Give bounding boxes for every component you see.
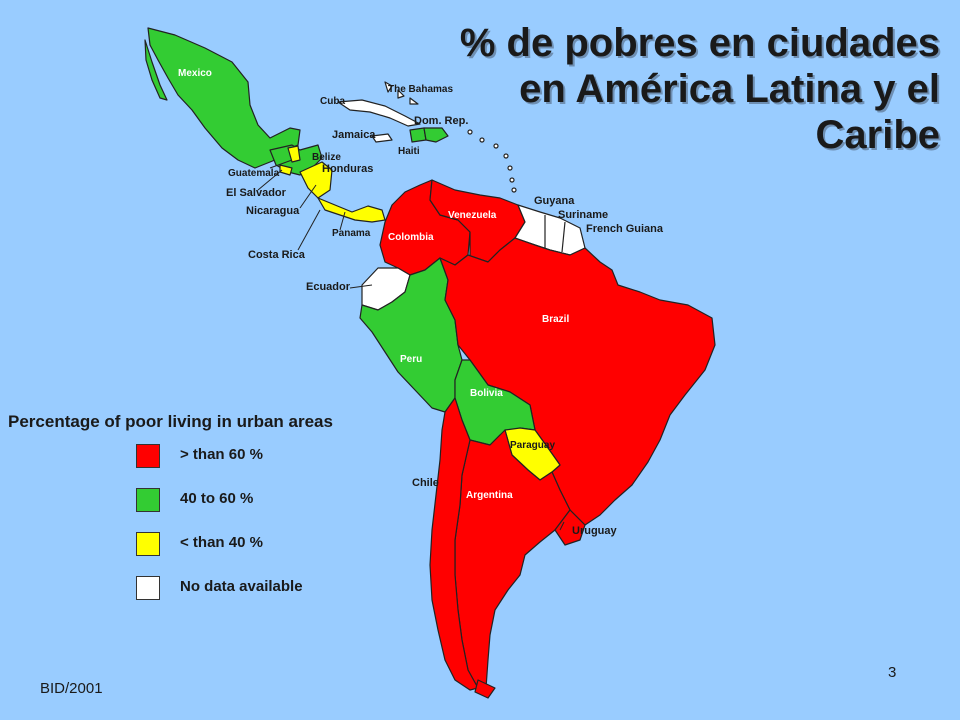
legend-label-low: < than 40 %	[180, 534, 263, 551]
legend-item-mid: 40 to 60 %	[8, 488, 448, 532]
region-cuba	[337, 99, 421, 127]
source-note: BID/2001	[40, 680, 103, 697]
region-tierra-del-fuego	[474, 679, 496, 699]
label-panama: Panama	[332, 228, 371, 239]
region-nicaragua	[299, 161, 333, 199]
label-el-salvador: El Salvador	[226, 187, 287, 199]
region-colombia	[379, 179, 471, 276]
label-french-guiana: French Guiana	[586, 223, 664, 235]
region-costa-rica-panama	[317, 197, 386, 223]
region-peru	[359, 257, 463, 413]
legend-label-no-data: No data available	[180, 578, 303, 595]
legend-swatch-no-data	[136, 576, 160, 600]
legend-item-low: < than 40 %	[8, 532, 448, 576]
region-uruguay	[554, 509, 586, 546]
legend-label-mid: 40 to 60 %	[180, 490, 254, 507]
label-paraguay: Paraguay	[510, 440, 555, 451]
label-colombia: Colombia	[388, 232, 434, 243]
region-baja	[144, 39, 168, 101]
label-guatemala: Guatemala	[228, 168, 280, 179]
region-belize	[287, 145, 301, 163]
region-bahamas	[384, 81, 393, 93]
region-jamaica	[371, 133, 393, 143]
label-peru: Peru	[400, 354, 422, 365]
label-costa-rica: Costa Rica	[248, 249, 306, 261]
label-belize: Belize	[312, 152, 341, 163]
label-venezuela: Venezuela	[448, 210, 497, 221]
slide-title: % de pobres en ciudades en América Latin…	[420, 20, 940, 158]
label-nicaragua: Nicaragua	[246, 205, 300, 217]
legend-label-high: > than 60 %	[180, 446, 263, 463]
label-chile: Chile	[412, 477, 439, 489]
legend: Percentage of poor living in urban areas…	[8, 412, 448, 620]
label-dom-rep: Dom. Rep.	[414, 115, 468, 127]
legend-swatch-low	[136, 532, 160, 556]
label-suriname: Suriname	[558, 209, 608, 221]
title-line-2: en América Latina y el	[519, 67, 940, 111]
legend-swatch-mid	[136, 488, 160, 512]
page-number: 3	[888, 664, 897, 681]
label-mexico: Mexico	[178, 68, 212, 79]
label-argentina: Argentina	[466, 490, 513, 501]
title-line-3: Caribe	[815, 113, 941, 157]
label-honduras: Honduras	[322, 163, 373, 175]
label-haiti: Haiti	[398, 146, 420, 157]
legend-title: Percentage of poor living in urban areas	[8, 412, 333, 431]
label-bahamas: The Bahamas	[388, 84, 453, 95]
label-brazil: Brazil	[542, 314, 569, 325]
region-mexico	[147, 27, 301, 169]
region-dom-rep	[423, 127, 449, 143]
legend-item-no-data: No data available	[8, 576, 448, 620]
legend-swatch-high	[136, 444, 160, 468]
label-guyana: Guyana	[534, 195, 575, 207]
label-ecuador: Ecuador	[306, 281, 351, 293]
label-bolivia: Bolivia	[470, 388, 503, 399]
region-el-salvador	[279, 164, 293, 176]
legend-item-high: > than 60 %	[8, 444, 448, 488]
title-line-1: % de pobres en ciudades	[459, 21, 940, 65]
label-cuba: Cuba	[320, 96, 345, 107]
label-uruguay: Uruguay	[572, 525, 618, 537]
label-jamaica: Jamaica	[332, 129, 376, 141]
